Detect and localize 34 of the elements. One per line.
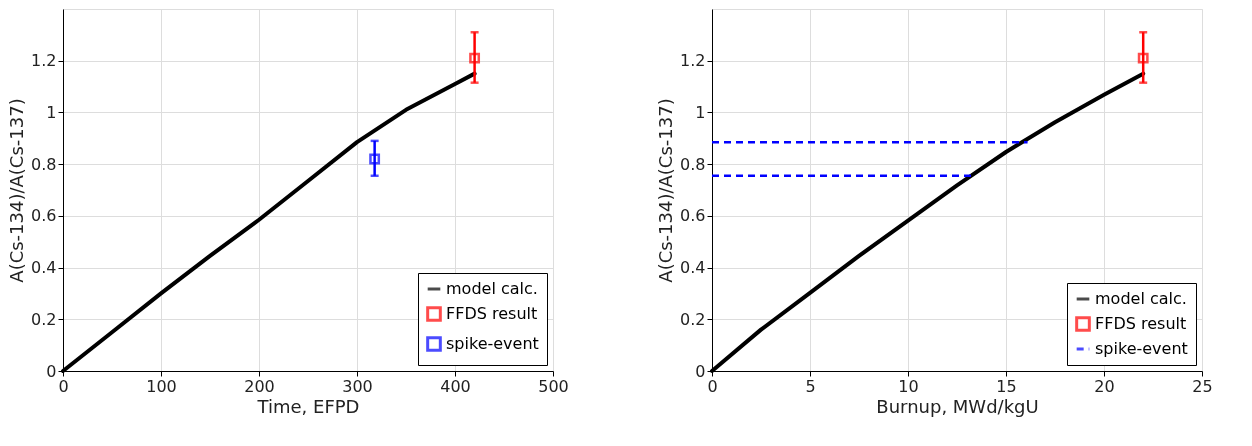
y-tick-label: 0 xyxy=(695,361,706,381)
x-tick-label: 300 xyxy=(342,376,373,396)
y-tick-label: 0.6 xyxy=(680,206,706,226)
x-tick-label: 25 xyxy=(1192,376,1213,396)
y-tick-label: 0.6 xyxy=(31,206,57,226)
legend-label: spike-event xyxy=(1095,339,1188,358)
x-tick-label: 20 xyxy=(1094,376,1115,396)
x-axis-title: Time, EFPD xyxy=(256,395,360,417)
x-tick-label: 100 xyxy=(146,376,177,396)
y-tick-label: 1 xyxy=(46,102,57,122)
x-tick-label: 10 xyxy=(898,376,919,396)
x-tick-label: 200 xyxy=(244,376,275,396)
x-tick-label: 15 xyxy=(996,376,1017,396)
y-tick-label: 1.2 xyxy=(31,51,57,71)
x-axis-title: Burnup, MWd/kgU xyxy=(876,395,1039,417)
y-tick-label: 0 xyxy=(46,361,57,381)
x-tick-label: 400 xyxy=(440,376,471,396)
y-axis-title: A(Cs-134)/A(Cs-137) xyxy=(6,98,28,283)
y-tick-label: 1.2 xyxy=(680,51,706,71)
y-tick-label: 0.2 xyxy=(680,309,706,329)
x-tick-label: 5 xyxy=(805,376,816,396)
y-tick-label: 0.2 xyxy=(31,309,57,329)
legend-label: model calc. xyxy=(1095,289,1187,308)
legend-label: FFDS result xyxy=(446,304,538,323)
y-tick-label: 1 xyxy=(695,102,706,122)
x-tick-label: 500 xyxy=(538,376,569,396)
y-axis-title: A(Cs-134)/A(Cs-137) xyxy=(655,98,677,283)
y-tick-label: 0.8 xyxy=(31,154,57,174)
legend-label: model calc. xyxy=(446,279,538,298)
y-tick-label: 0.8 xyxy=(680,154,706,174)
y-tick-label: 0.4 xyxy=(31,258,57,278)
legend-label: spike-event xyxy=(446,334,539,353)
y-tick-label: 0.4 xyxy=(680,258,706,278)
legend-label: FFDS result xyxy=(1095,314,1187,333)
